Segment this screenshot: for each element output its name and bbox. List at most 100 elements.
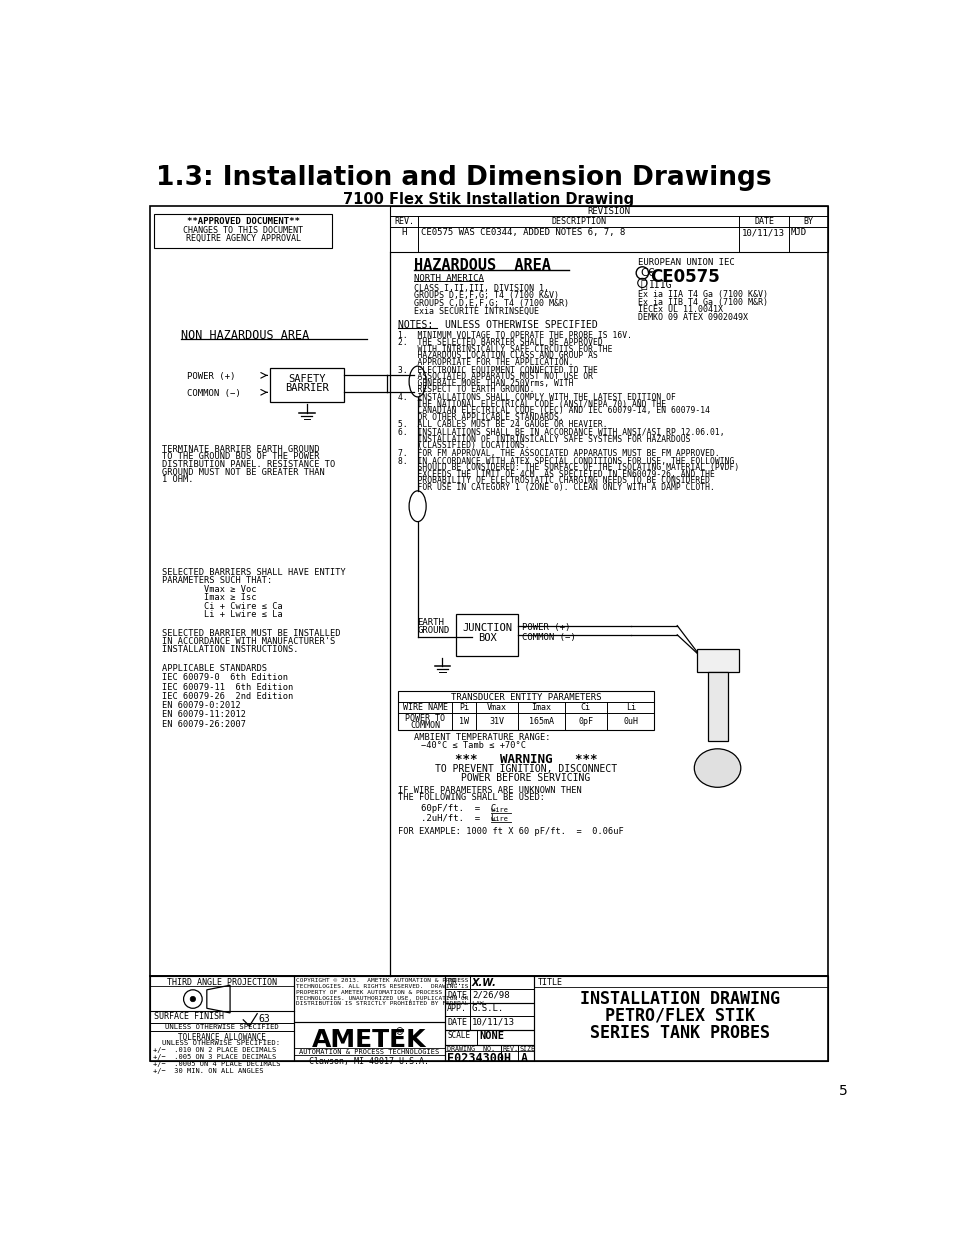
Text: DEMKO 09 ATEX 0902049X: DEMKO 09 ATEX 0902049X: [638, 312, 748, 322]
Text: REQUIRE AGENCY APPROVAL: REQUIRE AGENCY APPROVAL: [186, 233, 300, 242]
Text: DRAWING  NO.: DRAWING NO.: [447, 1046, 495, 1052]
Text: DATE: DATE: [753, 217, 773, 226]
Bar: [294, 1023, 444, 1061]
Text: EXCEEDS THE LIMIT OF 4CM  AS SPECIFIED IN EN60079-26, AND THE: EXCEEDS THE LIMIT OF 4CM AS SPECIFIED IN…: [397, 469, 715, 479]
Text: +/−  .0005 ON 4 PLACE DECIMALS: +/− .0005 ON 4 PLACE DECIMALS: [152, 1061, 280, 1067]
Text: HAZARDOUS LOCATION CLASS AND GROUP AS: HAZARDOUS LOCATION CLASS AND GROUP AS: [397, 352, 598, 361]
Text: GROUND: GROUND: [417, 626, 450, 635]
Text: SCALE: SCALE: [447, 1031, 470, 1040]
Text: POWER (+): POWER (+): [187, 372, 235, 382]
Text: SURFACE FINISH: SURFACE FINISH: [154, 1013, 224, 1021]
Text: BARRIER: BARRIER: [285, 383, 329, 393]
Text: 8.  IN ACCORDANCE WITH ATEX SPECIAL CONDITIONS FOR USE, THE FOLLOWING: 8. IN ACCORDANCE WITH ATEX SPECIAL CONDI…: [397, 457, 734, 466]
Text: SELECTED BARRIER MUST BE INSTALLED: SELECTED BARRIER MUST BE INSTALLED: [162, 630, 340, 638]
Text: TRANSDUCER ENTITY PARAMETERS: TRANSDUCER ENTITY PARAMETERS: [451, 693, 600, 701]
Text: IEC 60079-11  6th Edition: IEC 60079-11 6th Edition: [162, 683, 293, 692]
Text: DR.: DR.: [447, 978, 461, 987]
Text: 5: 5: [838, 1084, 846, 1098]
Text: FOR USE IN CATEGORY 1 (ZONE 0). CLEAN ONLY WITH A DAMP CLOTH.: FOR USE IN CATEGORY 1 (ZONE 0). CLEAN ON…: [397, 483, 715, 492]
Text: Li + Lwire ≤ La: Li + Lwire ≤ La: [162, 610, 282, 619]
Text: SAFETY: SAFETY: [288, 374, 325, 384]
Bar: [150, 976, 294, 1061]
Bar: [707, 672, 727, 741]
Bar: [150, 206, 827, 976]
Bar: [150, 976, 827, 1061]
Text: G.S.L.: G.S.L.: [472, 1004, 503, 1014]
Text: 6.  INSTALLATIONS SHALL BE IN ACCORDANCE WITH ANSI/ASI RP 12.06.01,: 6. INSTALLATIONS SHALL BE IN ACCORDANCE …: [397, 429, 724, 437]
Text: 10/11/13: 10/11/13: [741, 228, 784, 237]
Circle shape: [190, 997, 195, 1002]
Text: IN ACCORDANCE WITH MANUFACTURER'S: IN ACCORDANCE WITH MANUFACTURER'S: [162, 637, 335, 646]
Text: 7.  FOR FM APPROVAL, THE ASSOCIATED APPARATUS MUST BE FM APPROVED.: 7. FOR FM APPROVAL, THE ASSOCIATED APPAR…: [397, 448, 720, 458]
Bar: [444, 1030, 534, 1045]
Text: E0234300: E0234300: [447, 1052, 503, 1065]
Text: WITH INTRINSICALLY SAFE CIRCUITS FOR THE: WITH INTRINSICALLY SAFE CIRCUITS FOR THE: [397, 345, 612, 354]
Text: Vmax ≥ Voc: Vmax ≥ Voc: [162, 585, 256, 594]
Text: +/−  .005 ON 3 PLACE DECIMALS: +/− .005 ON 3 PLACE DECIMALS: [152, 1053, 275, 1060]
Text: wire: wire: [491, 816, 508, 821]
Text: 1W: 1W: [458, 718, 469, 726]
Text: BY: BY: [802, 217, 812, 226]
Text: Ex ia IIB T4 Ga (7100 M&R): Ex ia IIB T4 Ga (7100 M&R): [638, 298, 768, 306]
Text: OR OTHER APPLICABLE STANDARDS.: OR OTHER APPLICABLE STANDARDS.: [397, 412, 563, 421]
Bar: [444, 1003, 534, 1030]
Text: GROUPS D,E,F,G; T4 (7100 K&V): GROUPS D,E,F,G; T4 (7100 K&V): [414, 291, 558, 300]
Text: EN 60079-0:2012: EN 60079-0:2012: [162, 701, 240, 710]
Text: Ci: Ci: [580, 704, 590, 713]
Text: IEC 60079-0  6th Edition: IEC 60079-0 6th Edition: [162, 673, 288, 683]
Text: 3.  ELECTRONIC EQUIPMENT CONNECTED TO THE: 3. ELECTRONIC EQUIPMENT CONNECTED TO THE: [397, 366, 598, 374]
Text: CHANGES TO THIS DOCUMENT: CHANGES TO THIS DOCUMENT: [183, 226, 303, 235]
Text: Pi: Pi: [458, 704, 469, 713]
Text: APPLICABLE STANDARDS: APPLICABLE STANDARDS: [162, 664, 267, 673]
Text: Imax ≥ Isc: Imax ≥ Isc: [162, 593, 256, 603]
Text: Li: Li: [625, 704, 635, 713]
Ellipse shape: [694, 748, 740, 787]
Text: Clawson, MI 48017 U.S.A.: Clawson, MI 48017 U.S.A.: [309, 1057, 428, 1066]
Text: AMBIENT TEMPERATURE RANGE:: AMBIENT TEMPERATURE RANGE:: [414, 734, 550, 742]
Text: UNLESS OTHERWISE SPECIFIED: UNLESS OTHERWISE SPECIFIED: [165, 1025, 278, 1030]
Text: 2.  THE SELECTED BARRIER SHALL BE APPROVED: 2. THE SELECTED BARRIER SHALL BE APPROVE…: [397, 338, 602, 347]
Text: ***   WARNING   ***: *** WARNING ***: [455, 753, 597, 767]
Text: Ci + Cwire ≤ Ca: Ci + Cwire ≤ Ca: [162, 601, 282, 611]
Text: 1.3: Installation and Dimension Drawings: 1.3: Installation and Dimension Drawings: [155, 165, 770, 191]
Text: UNLESS OTHERWISE SPECIFIED:: UNLESS OTHERWISE SPECIFIED:: [162, 1040, 280, 1046]
Text: 2/26/98: 2/26/98: [472, 990, 509, 999]
Text: GROUPS C,D,E,F,G; T4 (7100 M&R): GROUPS C,D,E,F,G; T4 (7100 M&R): [414, 299, 568, 308]
Text: APPROPRIATE FOR THE APPLICATION.: APPROPRIATE FOR THE APPLICATION.: [397, 358, 573, 367]
Text: THE NATIONAL ELECTRICAL CODE (ANSI/NFPA 70) AND THE: THE NATIONAL ELECTRICAL CODE (ANSI/NFPA …: [397, 400, 666, 409]
Text: COMMON (−): COMMON (−): [521, 632, 576, 641]
Text: +/−  .010 ON 2 PLACE DECIMALS: +/− .010 ON 2 PLACE DECIMALS: [152, 1047, 275, 1052]
Text: SHOULD BE CONSIDERED: THE SURFACE OF THE ISOLATING MATERIAL (PVDF): SHOULD BE CONSIDERED: THE SURFACE OF THE…: [397, 463, 739, 472]
Text: ®: ®: [395, 1026, 404, 1036]
Bar: [696, 648, 739, 672]
Text: SIZE: SIZE: [519, 1046, 536, 1052]
Text: EUROPEAN UNION IEC: EUROPEAN UNION IEC: [638, 258, 735, 267]
Text: GROUND MUST NOT BE GREATER THAN: GROUND MUST NOT BE GREATER THAN: [162, 468, 324, 477]
Bar: [270, 368, 344, 403]
Text: TO THE GROUND BUS OF THE POWER: TO THE GROUND BUS OF THE POWER: [162, 452, 319, 462]
Text: −40°C ≤ Tamb ≤ +70°C: −40°C ≤ Tamb ≤ +70°C: [421, 741, 526, 750]
Text: MJD: MJD: [790, 228, 805, 237]
Bar: [397, 692, 654, 730]
Text: PROBABILITY OF ELECTROSTATIC CHARGING NEEDS TO BE CONSIDERED: PROBABILITY OF ELECTROSTATIC CHARGING NE…: [397, 477, 709, 485]
Text: DESCRIPTION: DESCRIPTION: [551, 217, 606, 226]
Text: NOTES:  UNLESS OTHERWISE SPECIFIED: NOTES: UNLESS OTHERWISE SPECIFIED: [397, 320, 598, 330]
Bar: [456, 614, 517, 656]
Text: POWER (+): POWER (+): [521, 624, 570, 632]
Text: 165mA: 165mA: [529, 718, 554, 726]
Text: wire: wire: [491, 806, 508, 813]
Text: C€: C€: [640, 268, 655, 278]
Text: (CLASSIFIED) LOCATIONS.: (CLASSIFIED) LOCATIONS.: [397, 441, 529, 451]
Text: Ⓐ: Ⓐ: [639, 280, 646, 290]
Bar: [534, 976, 827, 1061]
Text: II1G: II1G: [648, 280, 671, 290]
Text: NORTH AMERICA: NORTH AMERICA: [414, 274, 483, 283]
Text: EN 60079-26:2007: EN 60079-26:2007: [162, 720, 246, 729]
Text: COPYRIGHT © 2013.  AMETEK AUTOMATION & PROCESS
TECHNOLOGIES. ALL RIGHTS RESERVED: COPYRIGHT © 2013. AMETEK AUTOMATION & PR…: [295, 978, 487, 1007]
Text: PETRO/FLEX STIK: PETRO/FLEX STIK: [605, 1007, 755, 1025]
Text: 1.  MINIMUM VOLTAGE TO OPERATE THE PROBE IS 16V.: 1. MINIMUM VOLTAGE TO OPERATE THE PROBE …: [397, 331, 632, 340]
Text: FOR EXAMPLE: 1000 ft X 60 pF/ft.  =  0.06uF: FOR EXAMPLE: 1000 ft X 60 pF/ft. = 0.06u…: [397, 827, 623, 836]
Text: THIRD ANGLE PROJECTION: THIRD ANGLE PROJECTION: [167, 978, 276, 987]
Bar: [444, 1045, 534, 1061]
Text: RESPECT TO EARTH GROUND.: RESPECT TO EARTH GROUND.: [397, 385, 535, 394]
